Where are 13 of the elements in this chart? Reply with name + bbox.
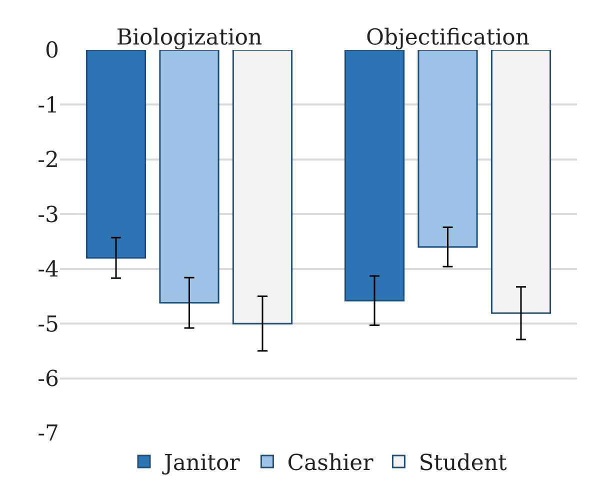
y-tick-label: -5 <box>38 312 59 338</box>
y-tick-label: 0 <box>45 38 59 64</box>
y-tick-label: -3 <box>38 202 59 228</box>
legend-label: Cashier <box>287 451 374 476</box>
legend-label: Janitor <box>162 451 240 476</box>
y-tick-label: -6 <box>38 366 59 392</box>
y-tick-label: -4 <box>38 258 59 283</box>
legend-label: Student <box>418 451 508 476</box>
y-tick-label: -7 <box>38 422 59 447</box>
y-tick-label: -1 <box>38 93 59 118</box>
y-tick-label: -2 <box>38 148 59 174</box>
x-tick-label: Biologization <box>116 26 262 51</box>
x-tick-label: Objectification <box>366 26 530 51</box>
